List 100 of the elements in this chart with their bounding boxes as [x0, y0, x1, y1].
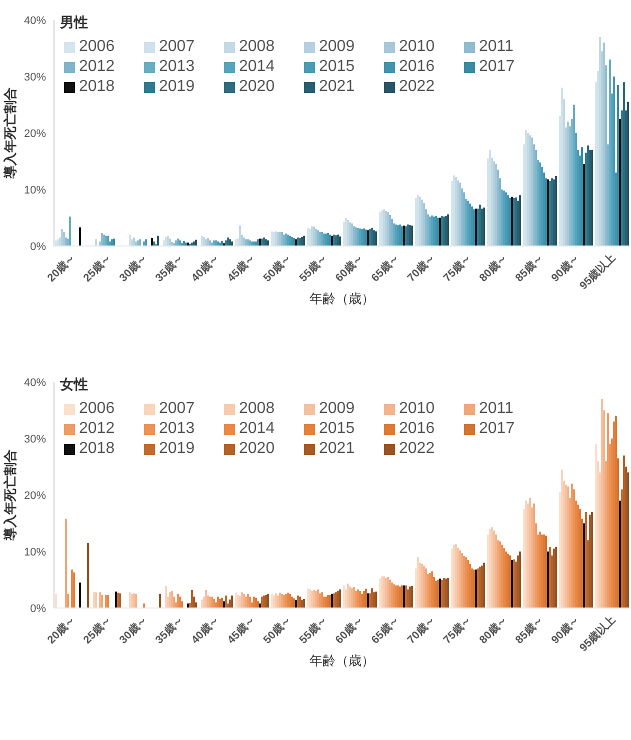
legend-label: 2012 — [79, 420, 115, 438]
legend-label: 2022 — [399, 78, 435, 96]
bar — [203, 596, 205, 608]
legend-label: 2006 — [79, 400, 115, 418]
y-tick-label: 10% — [24, 546, 46, 558]
bar — [619, 500, 621, 608]
legend-label: 2008 — [239, 400, 275, 418]
bar — [533, 503, 535, 608]
bar — [519, 552, 521, 608]
bar — [617, 84, 619, 246]
y-tick-label: 0% — [30, 602, 46, 615]
legend-label: 2022 — [399, 440, 435, 458]
legend-label: 2013 — [159, 58, 195, 76]
legend-label: 2006 — [79, 38, 115, 56]
x-axis-title: 年齢（歳） — [310, 653, 374, 668]
chart-title: 女性 — [60, 376, 88, 394]
legend-label: 2011 — [479, 400, 514, 418]
bar — [239, 226, 241, 246]
legend-label: 2019 — [159, 78, 195, 96]
bar — [571, 118, 573, 246]
x-tick-label: 75歳～ — [440, 250, 474, 284]
y-tick-label: 30% — [24, 71, 46, 84]
bar — [613, 76, 615, 246]
y-axis-title: 導入年死亡割合 — [2, 88, 18, 180]
bar — [523, 509, 525, 608]
x-tick-label: 65歳～ — [368, 250, 402, 284]
bar — [531, 138, 533, 246]
bar — [583, 164, 585, 246]
bar — [609, 60, 611, 246]
x-tick-label: 30歳～ — [116, 250, 150, 284]
x-tick-label: 75歳～ — [440, 612, 474, 646]
bar — [87, 543, 89, 608]
bar — [389, 214, 391, 246]
bar — [555, 176, 557, 246]
legend-label: 2020 — [239, 78, 275, 96]
bar — [591, 512, 593, 608]
legend-label: 2010 — [399, 38, 435, 56]
legend-label: 2014 — [239, 58, 275, 76]
x-tick-label: 40歳～ — [188, 612, 222, 646]
bar — [343, 585, 345, 608]
x-tick-label: 80歳～ — [476, 250, 510, 284]
bar — [245, 596, 247, 608]
x-tick-label: 25歳～ — [80, 250, 114, 284]
bar — [497, 170, 499, 246]
legend-label: 2021 — [319, 78, 355, 96]
legend-label: 2007 — [159, 400, 195, 418]
bar — [79, 227, 81, 246]
bar — [459, 182, 461, 246]
bar — [495, 164, 497, 246]
bar — [79, 582, 81, 608]
legend-label: 2014 — [239, 420, 275, 438]
bar — [627, 472, 629, 608]
bar — [567, 122, 569, 246]
bar — [179, 596, 181, 608]
x-tick-label: 95歳以上 — [576, 250, 618, 292]
bar — [585, 512, 587, 608]
bar — [159, 594, 161, 608]
bar — [247, 594, 249, 608]
bar — [535, 150, 537, 246]
bar — [73, 572, 75, 608]
bar — [425, 209, 427, 246]
x-tick-label: 70歳～ — [404, 250, 438, 284]
bar — [585, 152, 587, 246]
bar — [379, 578, 381, 608]
legend-label: 2016 — [399, 58, 435, 76]
bar — [235, 592, 237, 608]
legend-label: 2008 — [239, 38, 275, 56]
bar — [63, 232, 65, 246]
bar — [157, 236, 159, 246]
y-tick-label: 0% — [30, 240, 46, 253]
bar — [225, 596, 227, 608]
bar — [151, 238, 153, 246]
x-tick-label: 25歳～ — [80, 612, 114, 646]
legend-label: 2007 — [159, 38, 195, 56]
x-tick-label: 55歳～ — [296, 612, 330, 646]
bar — [589, 514, 591, 608]
bar — [71, 570, 73, 608]
bar — [619, 118, 621, 246]
legend-label: 2018 — [79, 440, 115, 458]
bar — [173, 596, 175, 608]
bar — [627, 102, 629, 246]
y-tick-label: 40% — [24, 376, 46, 389]
bar — [129, 234, 131, 246]
bar — [495, 534, 497, 608]
x-tick-label: 30歳～ — [116, 612, 150, 646]
x-tick-label: 80歳～ — [476, 612, 510, 646]
x-tick-label: 85歳～ — [512, 612, 546, 646]
bar — [603, 410, 605, 608]
bar — [569, 498, 571, 608]
bar — [549, 546, 551, 608]
bar — [621, 489, 623, 608]
x-tick-label: 55歳～ — [296, 250, 330, 284]
x-tick-label: 45歳～ — [224, 612, 258, 646]
legend-label: 2020 — [239, 440, 275, 458]
bar — [607, 144, 609, 246]
bar — [229, 600, 231, 608]
bar — [241, 234, 243, 246]
x-axis-title: 年齢（歳） — [310, 291, 374, 306]
y-axis-title: 導入年死亡割合 — [2, 450, 18, 542]
legend-label: 2009 — [319, 400, 355, 418]
